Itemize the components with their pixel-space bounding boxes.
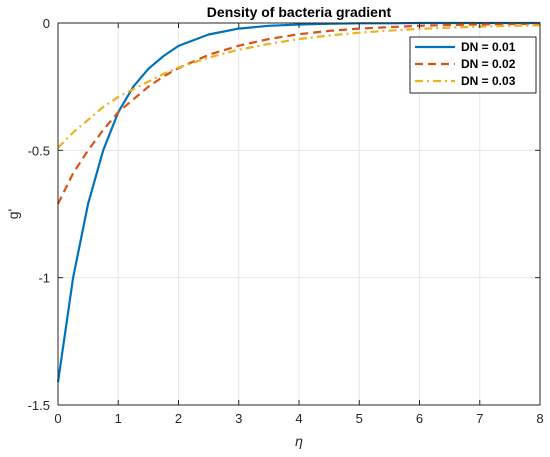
x-tick-label: 4 [295, 411, 302, 426]
y-tick-label: -0.5 [28, 143, 50, 158]
legend: DN = 0.01 DN = 0.02 DN = 0.03 [409, 36, 537, 94]
x-tick-label: 2 [175, 411, 182, 426]
chart-title: Density of bacteria gradient [207, 4, 392, 20]
x-tick-label: 3 [235, 411, 242, 426]
x-axis-label: η [295, 433, 303, 449]
series-line-3 [57, 24, 541, 149]
x-tick-label: 5 [356, 411, 363, 426]
x-tick-label: 1 [115, 411, 122, 426]
x-tick-label: 0 [54, 411, 61, 426]
y-tick-label: -1.5 [28, 398, 50, 413]
y-tick-label: -1 [38, 271, 50, 286]
x-tick-label: 6 [416, 411, 423, 426]
x-tick-label: 7 [476, 411, 483, 426]
axis-ticks: 0 1 2 3 4 5 6 7 8 0 -0.5 -1 -1.5 [28, 16, 544, 426]
legend-label-2: DN = 0.02 [461, 57, 516, 71]
y-axis-label: g' [5, 209, 21, 219]
series-line-2 [57, 22, 541, 205]
y-tick-label: 0 [43, 16, 50, 31]
legend-label-3: DN = 0.03 [461, 74, 516, 88]
legend-label-1: DN = 0.01 [461, 40, 516, 54]
x-tick-label: 8 [536, 411, 543, 426]
